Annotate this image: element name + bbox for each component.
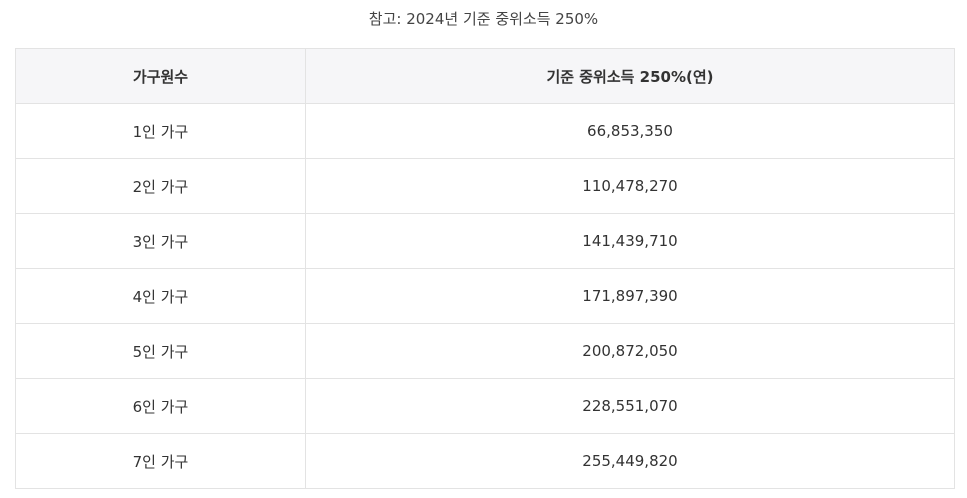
income-cell: 171,897,390 [305,268,955,324]
household-size-cell: 6인 가구 [15,378,306,434]
income-cell: 228,551,070 [305,378,955,434]
household-size-cell: 2인 가구 [15,158,306,214]
header-household-size: 가구원수 [15,48,306,104]
table-row: 3인 가구 141,439,710 [15,213,955,269]
income-cell: 110,478,270 [305,158,955,214]
table-row: 7인 가구 255,449,820 [15,433,955,489]
table-row: 4인 가구 171,897,390 [15,268,955,324]
household-size-cell: 3인 가구 [15,213,306,269]
household-size-cell: 1인 가구 [15,103,306,159]
household-size-cell: 7인 가구 [15,433,306,489]
median-income-table: 가구원수 기준 중위소득 250%(연) 1인 가구 66,853,350 2인… [15,48,955,489]
household-size-cell: 4인 가구 [15,268,306,324]
table-row: 5인 가구 200,872,050 [15,323,955,379]
table-row: 2인 가구 110,478,270 [15,158,955,214]
table-row: 6인 가구 228,551,070 [15,378,955,434]
table-caption: 참고: 2024년 기준 중위소득 250% [368,10,599,28]
income-cell: 255,449,820 [305,433,955,489]
income-cell: 200,872,050 [305,323,955,379]
header-median-income: 기준 중위소득 250%(연) [305,48,955,104]
income-cell: 66,853,350 [305,103,955,159]
table-row: 1인 가구 66,853,350 [15,103,955,159]
income-cell: 141,439,710 [305,213,955,269]
table-header-row: 가구원수 기준 중위소득 250%(연) [15,48,955,104]
household-size-cell: 5인 가구 [15,323,306,379]
